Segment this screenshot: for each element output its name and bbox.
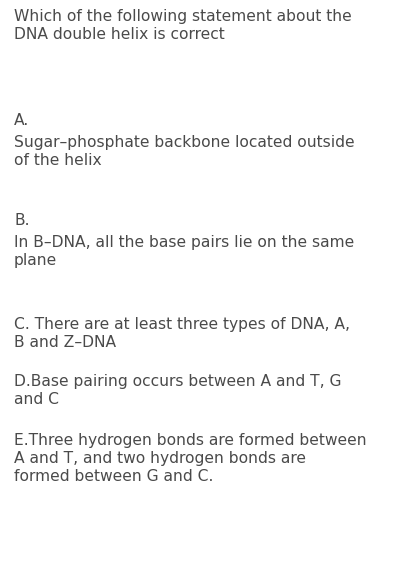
Text: E.Three hydrogen bonds are formed between: E.Three hydrogen bonds are formed betwee… xyxy=(14,433,367,448)
Text: of the helix: of the helix xyxy=(14,153,101,168)
Text: plane: plane xyxy=(14,253,57,268)
Text: In B–DNA, all the base pairs lie on the same: In B–DNA, all the base pairs lie on the … xyxy=(14,235,354,250)
Text: A.: A. xyxy=(14,113,29,128)
Text: Which of the following statement about the: Which of the following statement about t… xyxy=(14,9,352,24)
Text: DNA double helix is correct: DNA double helix is correct xyxy=(14,27,225,42)
Text: B and Z–DNA: B and Z–DNA xyxy=(14,335,116,350)
Text: B.: B. xyxy=(14,213,30,228)
Text: formed between G and C.: formed between G and C. xyxy=(14,469,213,484)
Text: D.Base pairing occurs between A and T, G: D.Base pairing occurs between A and T, G xyxy=(14,374,342,389)
Text: Sugar–phosphate backbone located outside: Sugar–phosphate backbone located outside xyxy=(14,135,354,150)
Text: C. There are at least three types of DNA, A,: C. There are at least three types of DNA… xyxy=(14,317,350,332)
Text: A and T, and two hydrogen bonds are: A and T, and two hydrogen bonds are xyxy=(14,451,306,466)
Text: and C: and C xyxy=(14,392,59,407)
